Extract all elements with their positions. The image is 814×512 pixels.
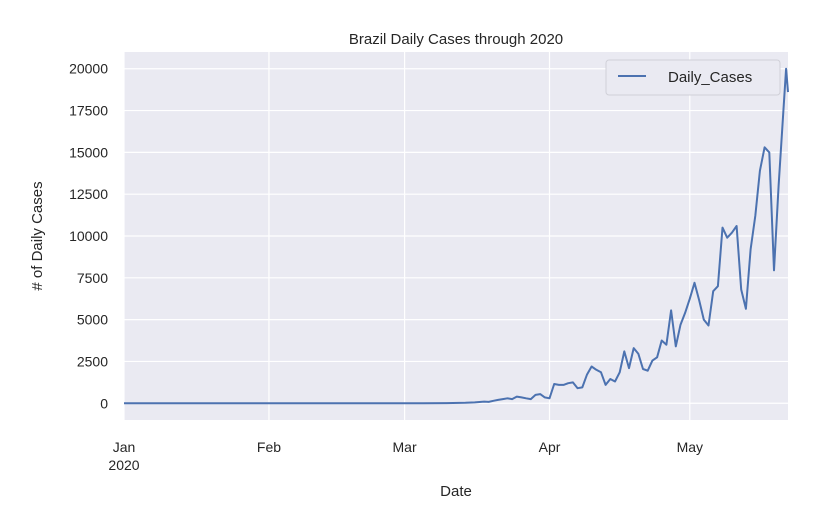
series-line-daily-cases	[124, 67, 789, 405]
y-tick-label: 7500	[77, 270, 108, 286]
y-tick-label: 10000	[69, 228, 108, 244]
y-tick-label: 0	[100, 395, 108, 411]
x-tick-label: Jan	[113, 439, 136, 455]
chart-title: Brazil Daily Cases through 2020	[349, 31, 563, 48]
grid-lines	[123, 52, 788, 420]
legend-entry-daily-cases: Daily_Cases	[668, 69, 752, 86]
y-tick-label: 5000	[77, 312, 108, 328]
y-tick-label: 15000	[69, 144, 108, 160]
x-tick-sublabel: 2020	[108, 457, 139, 473]
x-tick-label: Feb	[257, 439, 281, 455]
y-tick-label: 17500	[69, 103, 108, 119]
legend-box	[605, 59, 781, 96]
series-layer	[124, 67, 789, 405]
y-tick-label: 2500	[77, 353, 108, 369]
tick-labels: 0 2500 5000 7500 10000 12500 15000 17500 20000 Ja…	[69, 61, 703, 473]
x-axis-label: Date	[440, 483, 472, 500]
y-tick-label: 12500	[69, 186, 108, 202]
x-tick-label: Apr	[539, 439, 561, 455]
y-axis-label: # of Daily Cases	[29, 181, 46, 290]
y-tick-label: 20000	[69, 61, 108, 77]
legend: Daily_Cases	[605, 59, 781, 96]
x-tick-label: Mar	[393, 439, 417, 455]
x-tick-label: May	[677, 439, 703, 455]
